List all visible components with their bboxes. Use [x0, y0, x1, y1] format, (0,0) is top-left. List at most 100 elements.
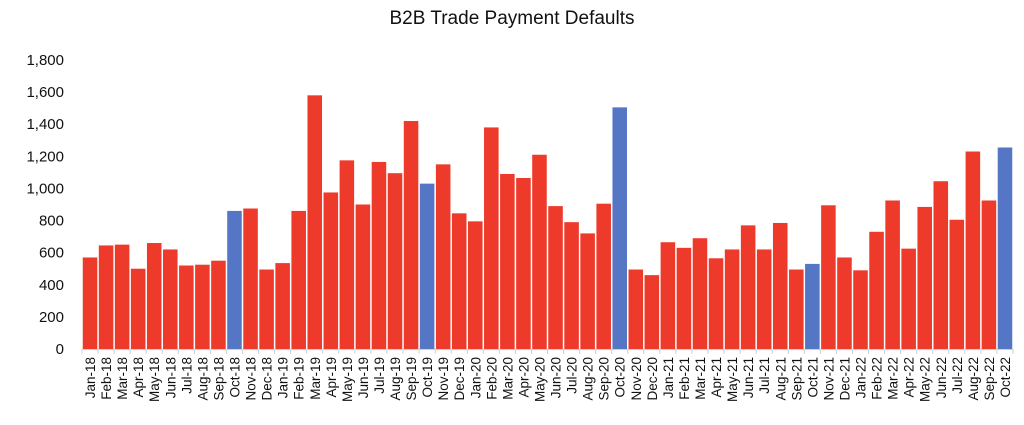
bar — [805, 263, 820, 349]
bar — [98, 245, 114, 349]
bar — [227, 210, 242, 349]
x-tick-label: Aug-18 — [195, 357, 210, 401]
x-tick-label: Dec-19 — [452, 357, 467, 401]
x-tick-label: Jan-21 — [661, 357, 676, 398]
x-tick-label: Jun-19 — [356, 357, 371, 398]
x-tick-label: Jun-21 — [741, 357, 756, 398]
bar — [740, 225, 756, 349]
bar — [612, 107, 628, 349]
x-tick-label: Nov-18 — [244, 357, 259, 401]
x-tick-label: Sep-21 — [789, 357, 804, 401]
x-tick-label: Sep-19 — [404, 357, 419, 401]
x-tick-label: Dec-18 — [260, 357, 275, 401]
x-tick-label: May-21 — [725, 357, 740, 402]
x-tick-label: Aug-21 — [773, 357, 788, 401]
bar — [869, 231, 884, 349]
x-tick-label: Sep-18 — [211, 357, 226, 401]
y-tick-label: 800 — [39, 213, 64, 230]
x-tick-label: Jun-22 — [934, 357, 949, 398]
bar — [580, 233, 595, 349]
bar — [724, 249, 740, 349]
y-tick-label: 200 — [39, 309, 64, 326]
x-tick-label: Oct-22 — [998, 357, 1013, 398]
bar — [467, 221, 483, 349]
x-tick-label: Feb-19 — [292, 357, 307, 400]
x-tick-label: Aug-20 — [581, 357, 596, 401]
bar — [82, 257, 98, 349]
y-tick-label: 0 — [56, 341, 64, 358]
bar — [676, 247, 692, 349]
x-tick-label: Jul-19 — [372, 357, 387, 394]
x-tick-label: Jul-20 — [565, 357, 580, 394]
x-tick-label: May-19 — [340, 357, 355, 402]
bar — [211, 260, 226, 349]
y-tick-label: 400 — [39, 277, 64, 294]
bar — [933, 181, 949, 349]
x-tick-label: Aug-19 — [388, 357, 403, 401]
x-tick-label: May-18 — [147, 357, 162, 402]
bar — [243, 208, 258, 349]
bar — [275, 263, 290, 349]
y-tick-label: 1,400 — [26, 116, 64, 133]
bar — [837, 257, 852, 349]
x-tick-label: Oct-19 — [420, 357, 435, 398]
bar — [195, 264, 210, 349]
bar — [179, 265, 194, 349]
bar — [853, 270, 868, 349]
y-tick-label: 1,800 — [26, 52, 64, 69]
bar — [660, 242, 676, 349]
bar — [885, 200, 900, 349]
bars — [82, 95, 1013, 350]
bar — [548, 206, 563, 349]
bar — [435, 164, 451, 349]
x-tick-label: Mar-22 — [886, 357, 901, 400]
bar — [756, 249, 772, 349]
x-tick-label: May-22 — [918, 357, 933, 402]
bar — [564, 222, 579, 349]
bar — [949, 219, 965, 349]
x-tick-label: Jul-18 — [179, 357, 194, 394]
bar — [291, 210, 306, 349]
bar — [981, 200, 997, 349]
bar — [901, 248, 916, 349]
bar — [997, 147, 1013, 349]
x-tick-label: Dec-20 — [645, 357, 660, 401]
bar — [451, 213, 467, 349]
x-tick-label: Dec-21 — [837, 357, 852, 401]
y-tick-label: 1,600 — [26, 84, 64, 101]
x-tick-label: Nov-19 — [436, 357, 451, 401]
x-tick-label: Jun-18 — [163, 357, 178, 398]
x-tick-label: Nov-21 — [821, 357, 836, 401]
y-tick-label: 600 — [39, 245, 64, 262]
x-tick-label: Jan-22 — [854, 357, 869, 398]
bar — [146, 243, 162, 349]
x-tick-label: Feb-21 — [677, 357, 692, 400]
x-tick-label: May-20 — [532, 357, 547, 402]
bar — [821, 205, 836, 349]
x-tick-label: Apr-22 — [902, 357, 917, 398]
bar — [965, 151, 981, 349]
y-axis-tick-labels: 0 200 400 600 800 1,000 1,200 1,400 1,600 1,800 — [26, 52, 64, 358]
bar — [596, 203, 611, 349]
bar — [419, 183, 435, 349]
x-tick-label: Jan-19 — [276, 357, 291, 398]
bar — [355, 204, 371, 349]
bar — [403, 121, 419, 349]
x-tick-label: Oct-21 — [805, 357, 820, 398]
bar — [339, 160, 355, 349]
bar — [307, 95, 323, 349]
bar — [692, 238, 708, 349]
x-tick-label: Jul-22 — [950, 357, 965, 394]
x-tick-label: Feb-18 — [99, 357, 114, 400]
x-tick-label: Aug-22 — [966, 357, 981, 401]
x-axis-tick-labels: Jan-18 Feb-18 Mar-18 Apr-18 May-18 Jun-18 Jul-… — [83, 357, 1013, 402]
y-tick-label: 1,200 — [26, 148, 64, 165]
x-tick-label: Sep-22 — [982, 357, 997, 401]
x-tick-label: Mar-19 — [308, 357, 323, 400]
x-tick-label: Jun-20 — [549, 357, 564, 398]
x-tick-label: Oct-18 — [227, 357, 242, 398]
x-tick-label: Mar-20 — [500, 357, 515, 400]
bar — [772, 222, 788, 349]
x-tick-label: Apr-19 — [324, 357, 339, 398]
